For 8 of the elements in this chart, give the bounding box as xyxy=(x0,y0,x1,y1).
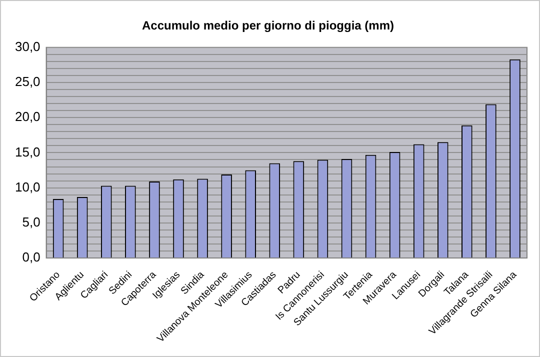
y-tick-label: 5,0 xyxy=(22,214,40,230)
y-tick-label: 0,0 xyxy=(22,250,40,265)
y-tick-label: 25,0 xyxy=(14,74,40,90)
y-tick-label: 20,0 xyxy=(14,109,40,124)
y-tick-label: 15,0 xyxy=(14,144,40,160)
y-tick-label: 30,0 xyxy=(14,38,40,54)
chart-title: Accumulo medio per giorno di pioggia (mm) xyxy=(142,18,394,33)
y-tick-label: 10,0 xyxy=(14,179,40,194)
